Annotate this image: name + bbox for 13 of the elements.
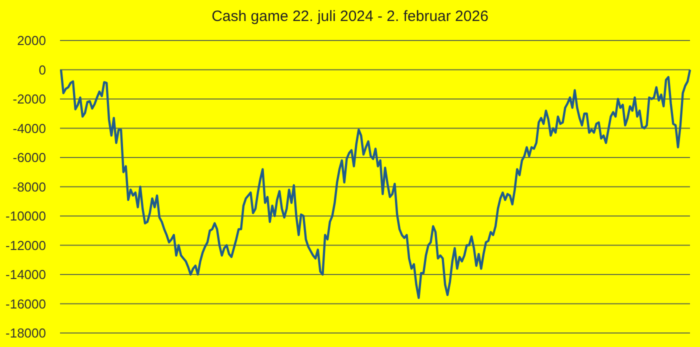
y-tick-label: -6000: [12, 150, 46, 166]
chart-title: Cash game 22. juli 2024 - 2. februar 2026: [212, 8, 488, 25]
y-tick-label: -16000: [6, 296, 46, 312]
y-tick-label: 2000: [17, 33, 46, 48]
y-tick-label: -10000: [6, 208, 46, 224]
y-tick-label: -14000: [6, 267, 46, 282]
line-series: [60, 68, 692, 299]
y-tick-label: 0: [38, 62, 46, 78]
y-tick-label: -12000: [6, 238, 46, 253]
y-tick-label: -4000: [12, 120, 46, 136]
y-tick-label: -18000: [6, 326, 46, 341]
y-tick-label: -8000: [12, 179, 46, 194]
y-tick-label: -2000: [12, 92, 46, 107]
